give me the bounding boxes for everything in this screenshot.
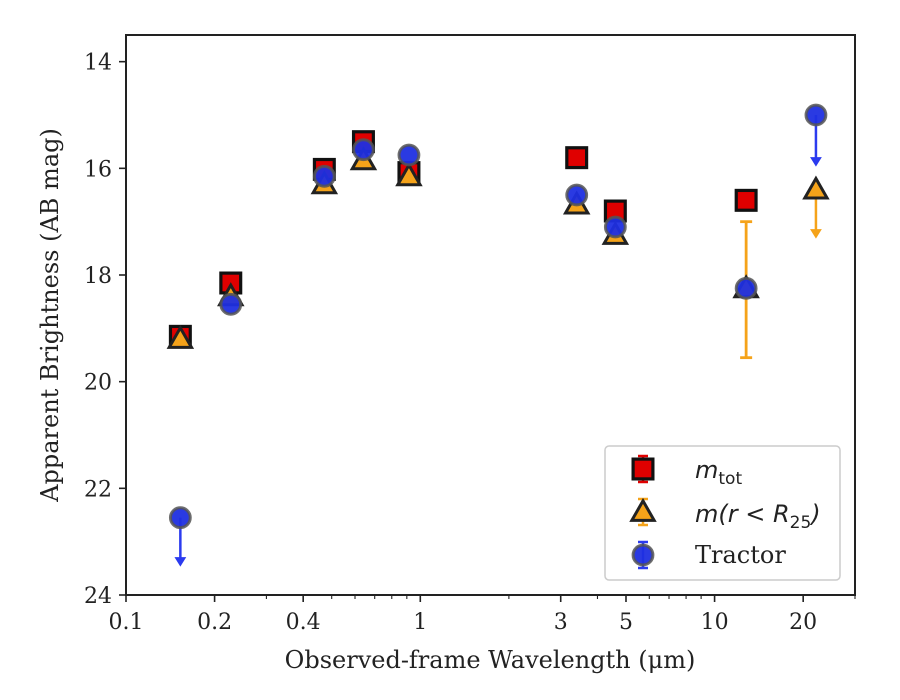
upper-limit-arrow (810, 157, 822, 167)
y-tick-label: 24 (84, 584, 112, 609)
data-point-circle (734, 276, 758, 300)
legend: mtot m(r < R25) Tractor (604, 445, 841, 581)
x-tick-label: 10 (701, 610, 729, 635)
legend-markers (629, 454, 657, 570)
y-tick-label: 20 (84, 371, 112, 396)
x-tick-label: 0.2 (197, 610, 232, 635)
y-tick-label: 18 (84, 264, 112, 289)
legend-label-m-r25: m(r < R25) (695, 500, 821, 533)
x-tick-label: 1 (413, 610, 427, 635)
x-tick-label: 0.1 (109, 610, 144, 635)
data-point-circle (603, 215, 627, 239)
upper-limit-arrow (174, 557, 187, 567)
legend-marker-square (631, 457, 655, 481)
x-tick-label: 5 (619, 610, 633, 635)
y-tick-label: 14 (84, 51, 112, 76)
y-tick-label: 22 (84, 477, 112, 502)
axes-frame (125, 34, 856, 596)
y-tick-label: 16 (84, 157, 112, 182)
legend-marker-triangle (629, 497, 657, 522)
series-tractor (168, 103, 828, 567)
data-point-triangle (166, 324, 195, 349)
data-point-circle (312, 164, 336, 188)
data-point-square (565, 146, 589, 170)
upper-limit-arrow (810, 229, 822, 239)
plot-area (166, 103, 830, 567)
legend-label-tractor: Tractor (695, 541, 786, 569)
data-point-circle (397, 143, 421, 167)
legend-label-m-tot: mtot (695, 456, 742, 489)
legend-box (604, 445, 841, 581)
legend-marker-circle (631, 543, 655, 567)
data-point-circle (804, 103, 828, 127)
x-tick-label: 0.4 (286, 610, 321, 635)
data-point-circle (219, 292, 243, 316)
x-tick-label: 20 (789, 610, 817, 635)
data-point-circle (565, 183, 589, 207)
axis-ticks: 0.1 0.2 0.4 1 3 5 10 20 14 16 18 20 22 24 (84, 51, 856, 635)
series-m-r25 (166, 146, 830, 360)
x-tick-label: 3 (554, 610, 568, 635)
y-axis-label: Apparent Brightness (AB mag) (36, 128, 64, 503)
data-point-triangle (395, 162, 423, 187)
data-point-circle (352, 138, 375, 162)
series-m-tot (168, 130, 758, 348)
x-axis-label: Observed-frame Wavelength (μm) (285, 646, 696, 674)
data-point-square (734, 188, 758, 212)
data-point-circle (168, 506, 192, 530)
data-point-triangle (802, 175, 830, 200)
